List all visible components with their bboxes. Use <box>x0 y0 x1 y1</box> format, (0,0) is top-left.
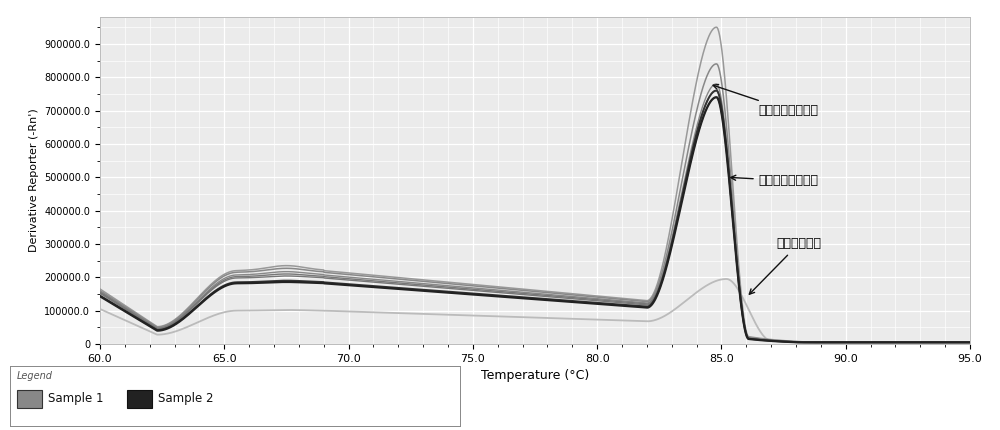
Text: Sample 1: Sample 1 <box>48 392 104 405</box>
Text: Sample 2: Sample 2 <box>158 392 214 405</box>
Bar <box>127 390 152 408</box>
Y-axis label: Derivative Reporter (-Rn'): Derivative Reporter (-Rn') <box>29 109 39 252</box>
Text: Legend: Legend <box>17 371 53 381</box>
Text: 阴性样品溶解曲线: 阴性样品溶解曲线 <box>731 174 819 187</box>
Text: 水的溶解曲线: 水的溶解曲线 <box>749 237 821 294</box>
X-axis label: Temperature (°C): Temperature (°C) <box>481 369 589 382</box>
Bar <box>17 390 42 408</box>
Text: 阳性样品溶解曲线: 阳性样品溶解曲线 <box>713 84 819 117</box>
